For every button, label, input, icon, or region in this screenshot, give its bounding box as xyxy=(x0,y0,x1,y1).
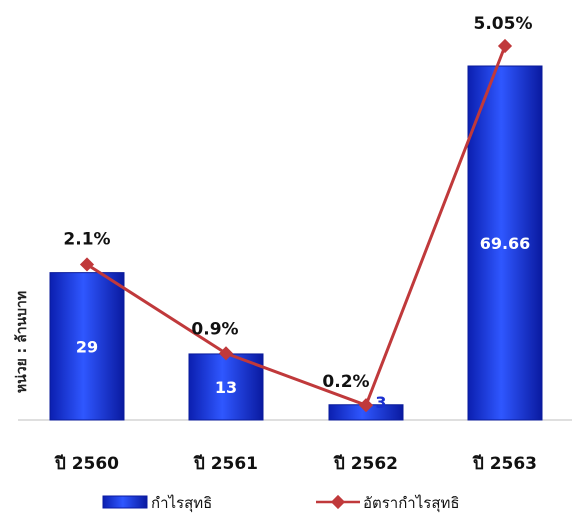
bar-value-label-1: 29 xyxy=(76,337,98,356)
bar-2 xyxy=(188,353,264,421)
bars-group xyxy=(49,65,543,421)
category-label-1: ปี 2560 xyxy=(54,453,119,474)
line-point-4 xyxy=(497,38,513,54)
line-point-3 xyxy=(358,398,374,413)
bar-1 xyxy=(49,272,125,421)
bar-4 xyxy=(467,65,543,421)
line-point-1 xyxy=(79,257,95,272)
legend-bar-swatch xyxy=(102,495,148,509)
percent-label-2: 0.9% xyxy=(191,319,238,339)
y-axis-label: หน่วย : ล้านบาท xyxy=(14,291,30,393)
percent-label-1: 2.1% xyxy=(63,229,110,249)
legend-line-marker xyxy=(330,494,346,510)
percent-labels-group: 2.1% 0.9% 0.2% 5.05% xyxy=(63,14,532,392)
line-series-path xyxy=(86,45,507,407)
legend-line-label: อัตรากำไรสุทธิ xyxy=(363,494,460,513)
legend: กำไรสุทธิ อัตรากำไรสุทธิ xyxy=(102,494,460,513)
bar-labels-group: 29 13 3 69.66 xyxy=(76,234,530,412)
bar-value-label-2: 13 xyxy=(215,378,237,397)
percent-label-3: 0.2% xyxy=(322,372,369,392)
percent-label-4: 5.05% xyxy=(474,14,533,34)
line-series-group xyxy=(79,38,513,413)
category-labels-group: ปี 2560 ปี 2561 ปี 2562 ปี 2563 xyxy=(54,453,537,474)
bar-value-label-3: 3 xyxy=(375,393,386,412)
legend-bar-label: กำไรสุทธิ xyxy=(151,494,212,513)
category-label-3: ปี 2562 xyxy=(333,453,398,474)
category-label-2: ปี 2561 xyxy=(193,453,258,474)
category-label-4: ปี 2563 xyxy=(472,453,537,474)
bar-value-label-4: 69.66 xyxy=(480,234,531,253)
line-point-2 xyxy=(218,346,234,361)
